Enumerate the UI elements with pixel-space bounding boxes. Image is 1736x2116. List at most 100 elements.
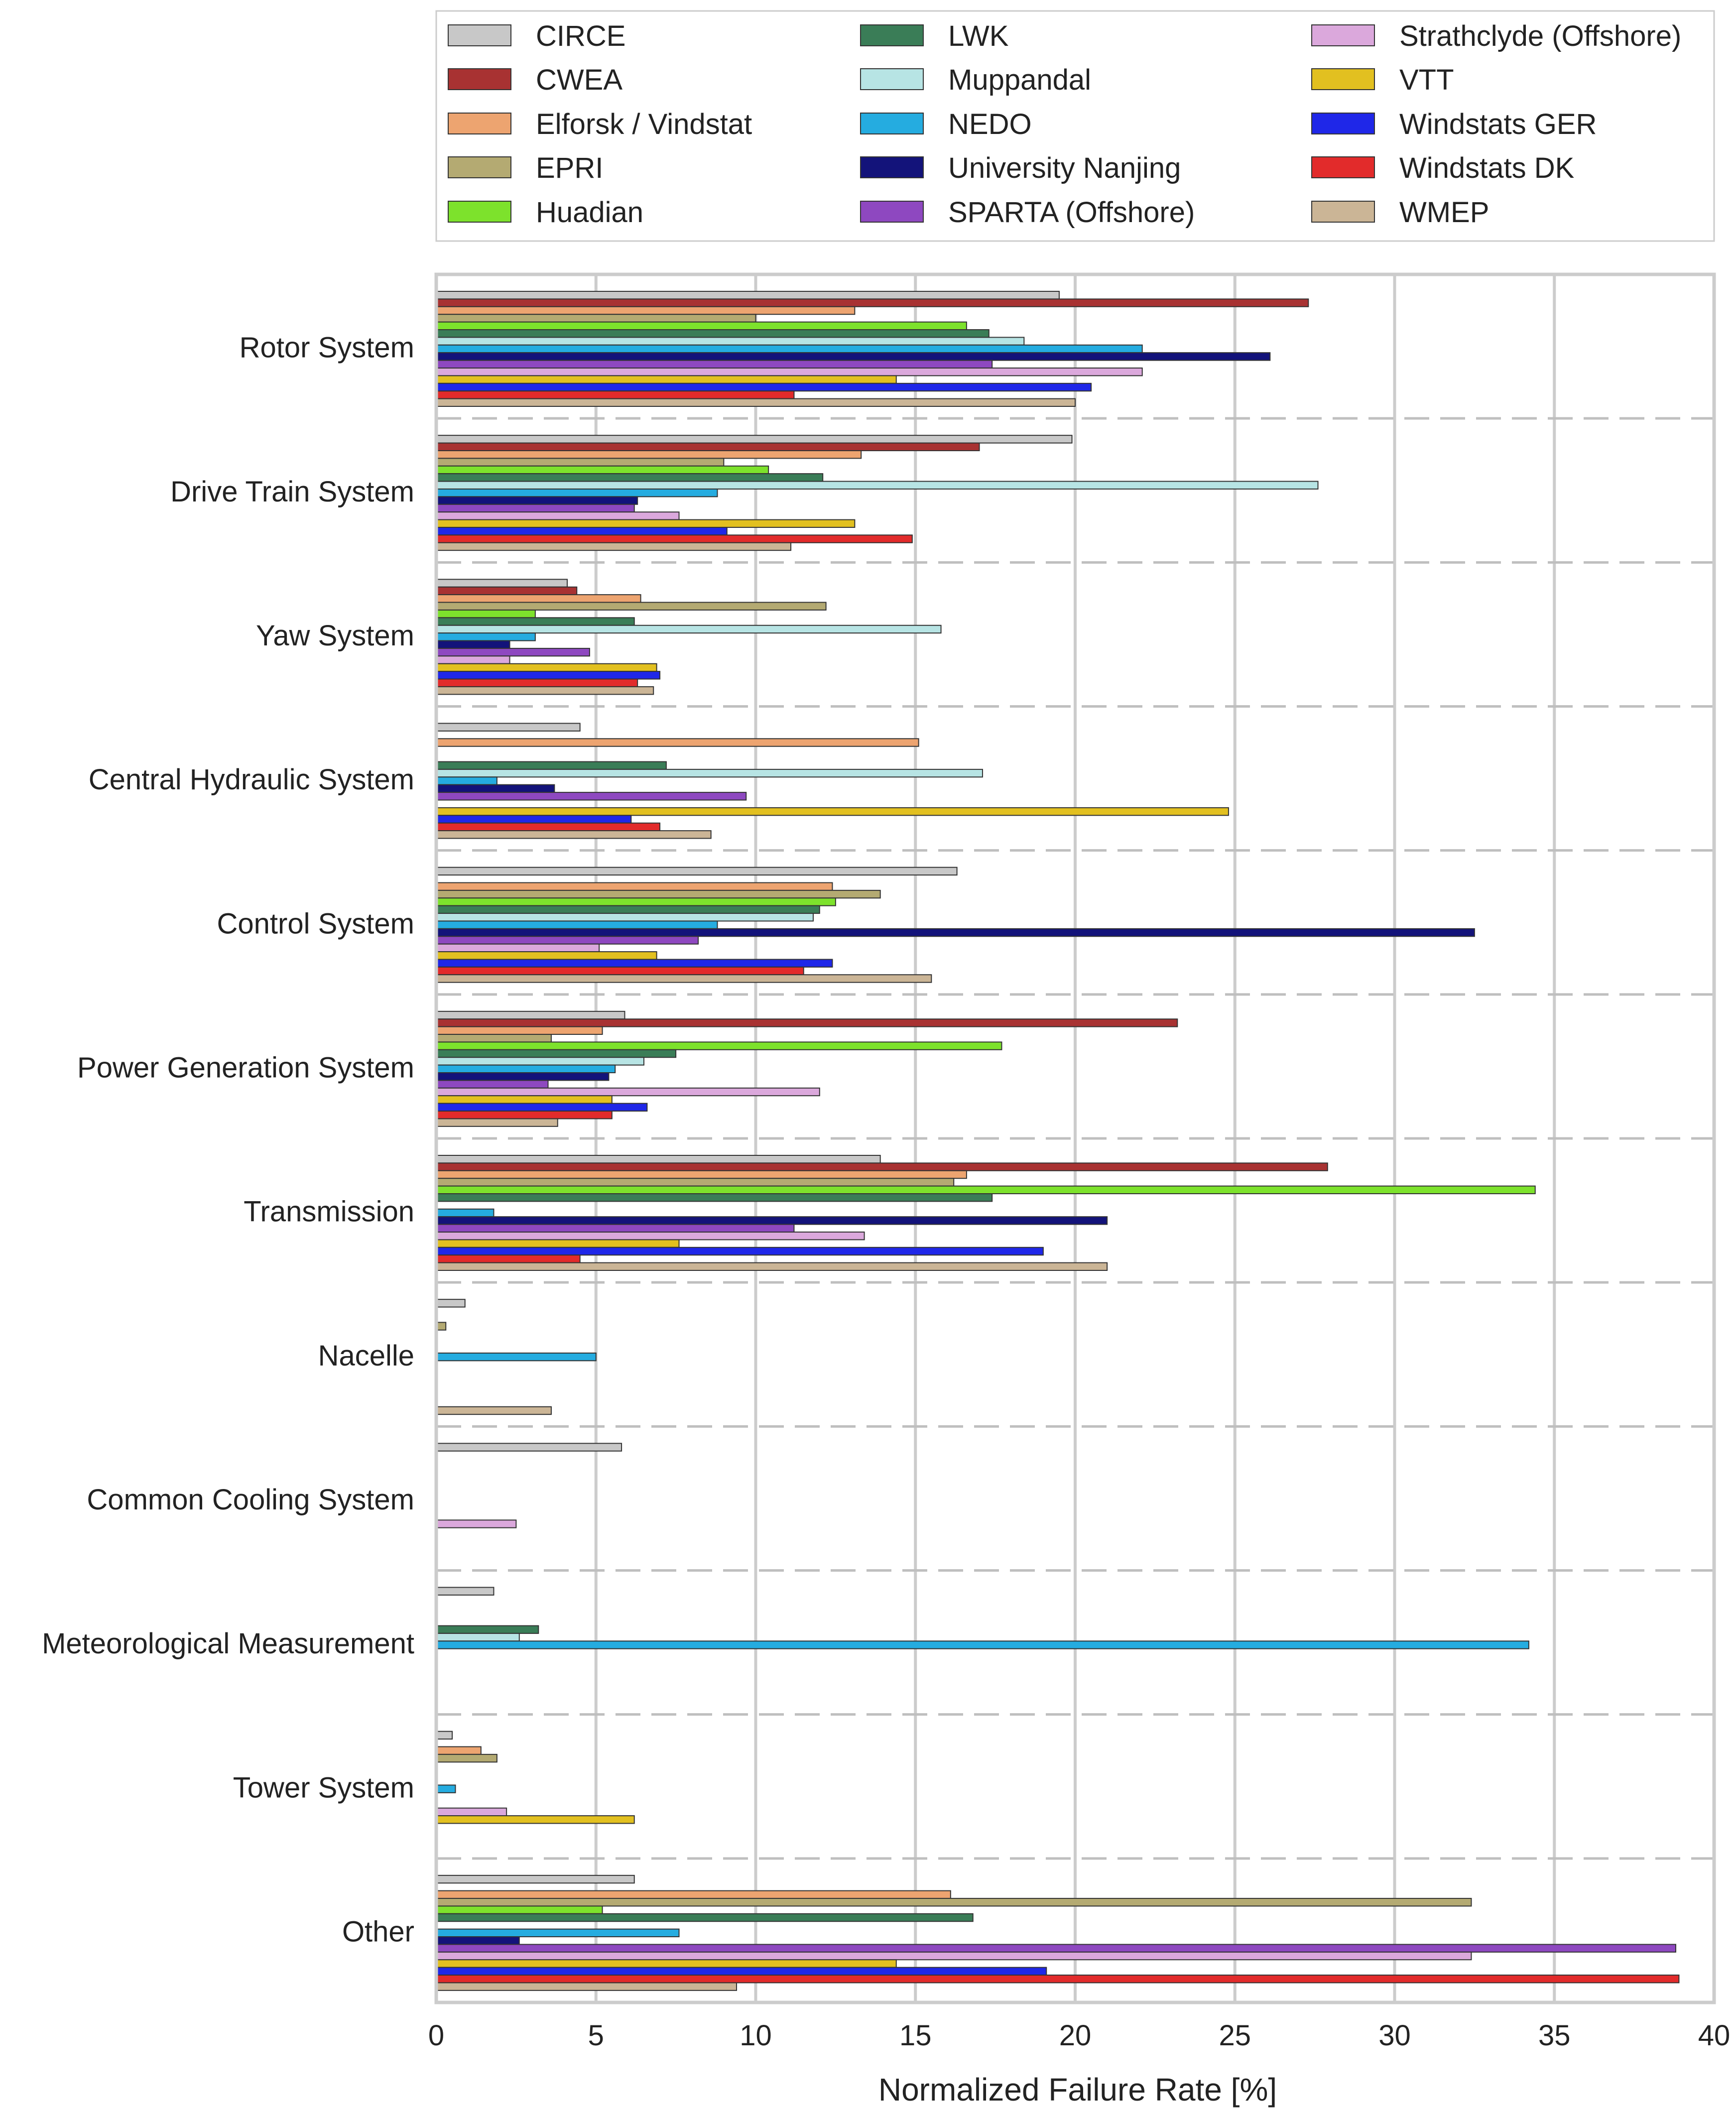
bar-strathclyde-offshore-yaw-system: [436, 655, 510, 664]
legend-label: SPARTA (Offshore): [948, 196, 1195, 229]
legend-swatch: [448, 24, 511, 46]
bar-windstats-ger-transmission: [436, 1246, 1044, 1256]
bar-vtt-yaw-system: [436, 663, 657, 672]
legend-item-strathclyde-offshore: Strathclyde (Offshore): [1311, 20, 1681, 52]
bar-wmep-control-system: [436, 974, 932, 983]
x-tick-label: 0: [428, 2019, 444, 2052]
bar-elforsk-vindstat-transmission: [436, 1170, 967, 1179]
bar-vtt-transmission: [436, 1239, 680, 1248]
bar-sparta-offshore-power-generation-system: [436, 1080, 549, 1089]
bar-cwea-power-generation-system: [436, 1018, 1178, 1027]
legend-label: Huadian: [536, 196, 643, 229]
bar-windstats-ger-central-hydraulic-system: [436, 815, 632, 824]
x-axis-label: Normalized Failure Rate [%]: [878, 2072, 1277, 2108]
bar-nedo-control-system: [436, 920, 718, 929]
bar-lwk-other: [436, 1913, 974, 1922]
legend-swatch: [1311, 156, 1375, 178]
legend-swatch: [1311, 68, 1375, 90]
bar-university-nanjing-rotor-system: [436, 352, 1271, 361]
bar-strathclyde-offshore-drive-train-system: [436, 511, 680, 520]
legend-label: EPRI: [536, 152, 603, 184]
bar-wmep-yaw-system: [436, 686, 654, 695]
bar-muppandal-drive-train-system: [436, 481, 1319, 490]
bar-sparta-offshore-drive-train-system: [436, 503, 635, 513]
bar-cwea-rotor-system: [436, 298, 1309, 307]
y-tick-label: Rotor System: [240, 332, 414, 364]
legend-item-vtt: VTT: [1311, 64, 1454, 96]
category-group-central-hydraulic-system: [436, 723, 1229, 839]
bar-nedo-yaw-system: [436, 632, 536, 641]
bar-wmep-drive-train-system: [436, 542, 792, 551]
bar-university-nanjing-yaw-system: [436, 640, 510, 649]
bar-circe-central-hydraulic-system: [436, 723, 581, 732]
bar-muppandal-rotor-system: [436, 337, 1025, 346]
bar-huadian-control-system: [436, 897, 836, 906]
y-tick-label: Power Generation System: [77, 1051, 414, 1084]
bar-epri-other: [436, 1898, 1472, 1907]
bar-nedo-nacelle: [436, 1352, 597, 1362]
legend-swatch: [1311, 24, 1375, 46]
bar-huadian-transmission: [436, 1185, 1536, 1195]
bar-huadian-rotor-system: [436, 321, 967, 330]
x-tick-label: 20: [1059, 2019, 1092, 2052]
legend-label: Elforsk / Vindstat: [536, 108, 752, 140]
bar-epri-control-system: [436, 889, 881, 899]
bar-circe-drive-train-system: [436, 435, 1073, 444]
bar-windstats-ger-drive-train-system: [436, 526, 728, 536]
bar-elforsk-vindstat-central-hydraulic-system: [436, 738, 919, 747]
grid: [436, 274, 1714, 2002]
bar-wmep-transmission: [436, 1262, 1108, 1271]
bars: [436, 291, 1680, 1991]
legend-label: VTT: [1399, 64, 1454, 96]
bar-nedo-power-generation-system: [436, 1064, 616, 1074]
bar-epri-yaw-system: [436, 602, 827, 611]
legend-item-muppandal: Muppandal: [860, 64, 1091, 96]
y-tick-label: Meteorological Measurement: [42, 1627, 414, 1660]
legend-label: University Nanjing: [948, 152, 1181, 184]
bar-circe-meteorological-measurement: [436, 1587, 495, 1596]
legend-swatch: [860, 156, 924, 178]
bar-vtt-central-hydraulic-system: [436, 807, 1229, 816]
bar-vtt-power-generation-system: [436, 1095, 613, 1104]
bar-sparta-offshore-other: [436, 1944, 1677, 1953]
bar-university-nanjing-control-system: [436, 928, 1475, 937]
y-tick-label: Other: [342, 1915, 414, 1948]
category-group-other: [436, 1874, 1680, 1991]
legend-item-epri: EPRI: [448, 152, 603, 184]
bar-windstats-dk-transmission: [436, 1254, 581, 1263]
legend-item-sparta-offshore: SPARTA (Offshore): [860, 196, 1195, 229]
bar-strathclyde-offshore-transmission: [436, 1232, 865, 1241]
legend-label: LWK: [948, 20, 1009, 52]
bar-epri-transmission: [436, 1178, 955, 1187]
bar-cwea-transmission: [436, 1162, 1328, 1171]
bar-lwk-drive-train-system: [436, 473, 824, 482]
bar-elforsk-vindstat-rotor-system: [436, 306, 856, 315]
bar-circe-common-cooling-system: [436, 1443, 622, 1452]
bar-strathclyde-offshore-common-cooling-system: [436, 1519, 517, 1528]
bar-university-nanjing-central-hydraulic-system: [436, 784, 555, 793]
bar-wmep-other: [436, 1982, 738, 1991]
legend-label: Windstats GER: [1399, 108, 1597, 140]
bar-sparta-offshore-yaw-system: [436, 647, 590, 657]
bar-muppandal-yaw-system: [436, 624, 942, 634]
bar-windstats-ger-yaw-system: [436, 671, 661, 680]
bar-muppandal-central-hydraulic-system: [436, 768, 983, 778]
bar-huadian-drive-train-system: [436, 465, 769, 475]
bar-lwk-control-system: [436, 905, 820, 914]
bar-vtt-tower-system: [436, 1815, 635, 1824]
bar-cwea-drive-train-system: [436, 442, 980, 451]
legend-label: Strathclyde (Offshore): [1399, 20, 1681, 52]
legend-item-wmep: WMEP: [1311, 196, 1489, 229]
category-group-meteorological-measurement: [436, 1587, 1529, 1649]
bar-strathclyde-offshore-rotor-system: [436, 368, 1143, 376]
bar-university-nanjing-power-generation-system: [436, 1072, 610, 1081]
bar-wmep-power-generation-system: [436, 1118, 558, 1127]
bar-circe-rotor-system: [436, 291, 1060, 300]
bar-circe-transmission: [436, 1155, 881, 1164]
bar-lwk-power-generation-system: [436, 1049, 677, 1058]
bar-wmep-nacelle: [436, 1406, 552, 1415]
legend-item-cwea: CWEA: [448, 64, 622, 96]
bar-epri-tower-system: [436, 1753, 497, 1763]
